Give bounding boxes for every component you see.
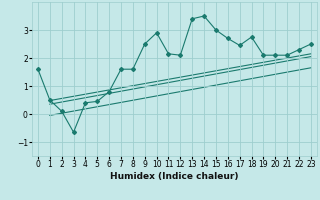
X-axis label: Humidex (Indice chaleur): Humidex (Indice chaleur) <box>110 172 239 181</box>
